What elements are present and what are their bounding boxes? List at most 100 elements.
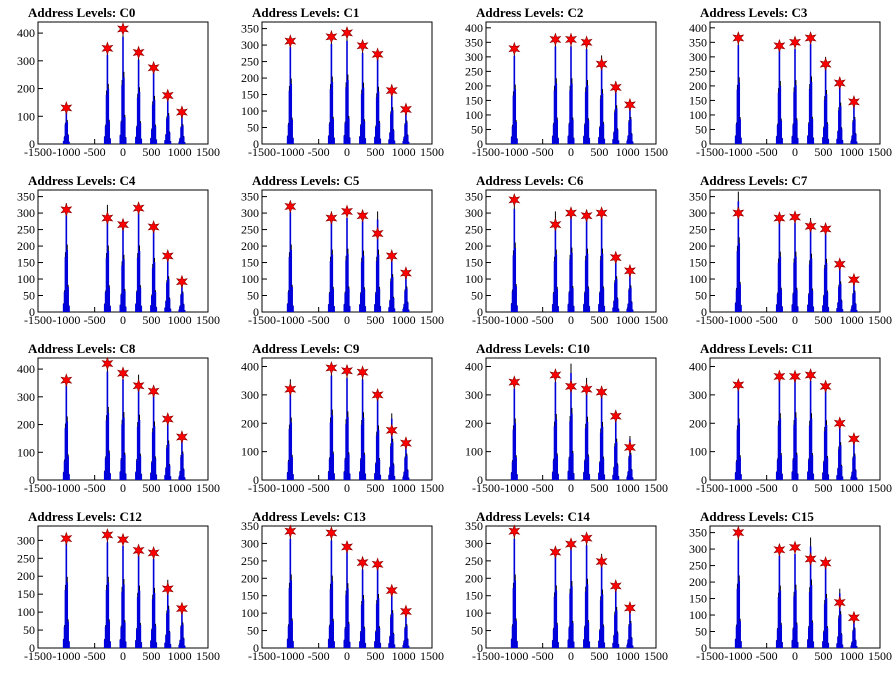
y-tick-label: 200 — [689, 416, 707, 430]
y-tick-label: 150 — [17, 256, 35, 270]
x-tick-label: 0 — [568, 481, 574, 495]
histogram-peak — [508, 41, 521, 144]
peak-marker-star — [60, 531, 73, 546]
peak-marker-star — [833, 257, 846, 272]
histogram-peak — [833, 588, 846, 648]
peak-marker-star — [623, 263, 636, 278]
peak-marker-star — [508, 375, 521, 390]
x-tick-label: -1500 — [24, 649, 52, 663]
y-tick-label: 100 — [241, 272, 259, 286]
chart-panel-13: Address Levels: C13 0 50 100 150 200 250 300 350… — [241, 509, 444, 663]
y-tick-label: 150 — [465, 93, 483, 107]
peak-marker-star — [325, 526, 338, 540]
histogram-peak — [565, 363, 577, 480]
y-tick-label: 200 — [465, 239, 483, 253]
histogram-peak — [580, 531, 593, 648]
x-tick-label: 500 — [590, 649, 608, 663]
chart-panel-14: Address Levels: C14 0 50 100 150 200 250 300 350… — [465, 509, 668, 663]
histogram-peak — [101, 356, 114, 480]
chart-title: Address Levels: C9 — [252, 341, 360, 356]
histogram-peak — [101, 204, 114, 312]
peak-marker-star — [161, 412, 174, 426]
peak-marker-star — [833, 595, 846, 610]
y-tick-label: 400 — [241, 360, 259, 374]
histogram-peak — [325, 211, 338, 312]
x-tick-label: -500 — [84, 313, 106, 327]
x-tick-label: -1000 — [52, 649, 80, 663]
histogram-peak — [161, 88, 174, 144]
y-tick-label: 250 — [689, 223, 707, 237]
y-tick-label: 50 — [471, 624, 483, 638]
x-tick-label: -1500 — [696, 649, 724, 663]
chart-title: Address Levels: C3 — [700, 5, 808, 20]
peak-marker-star — [60, 101, 73, 115]
y-tick-label: 0 — [477, 641, 483, 655]
x-tick-label: -500 — [532, 313, 554, 327]
x-tick-label: -1500 — [696, 481, 724, 495]
y-tick-label: 300 — [689, 206, 707, 220]
peak-marker-star — [847, 272, 860, 287]
y-tick-label: 100 — [17, 109, 35, 123]
peak-marker-star — [399, 102, 412, 117]
x-tick-label: 1000 — [616, 313, 640, 327]
histogram-peak — [147, 60, 160, 144]
y-tick-label: 100 — [17, 605, 35, 619]
y-tick-label: 350 — [17, 190, 35, 204]
x-tick-label: 1500 — [868, 649, 892, 663]
peak-marker-star — [117, 366, 129, 381]
x-tick-label: 0 — [568, 649, 574, 663]
x-tick-label: 500 — [366, 649, 384, 663]
x-tick-label: -500 — [532, 145, 554, 159]
peak-marker-star — [284, 199, 297, 214]
histogram-peak — [385, 83, 398, 144]
histogram-peak — [773, 38, 786, 144]
chart-panel-12: Address Levels: C12 0 50 100 150 200 250 300 -15… — [17, 509, 220, 663]
histogram-peak — [804, 218, 817, 312]
peak-marker-star — [732, 206, 745, 220]
chart-panel-9: Address Levels: C9 0 100 200 300 400 -1500 -100… — [241, 341, 444, 495]
histogram-peak — [580, 35, 593, 144]
peak-marker-star — [284, 382, 297, 397]
x-tick-label: -1500 — [472, 145, 500, 159]
peak-marker-star — [161, 88, 174, 103]
histogram-peak — [284, 524, 297, 648]
peak-marker-star — [549, 545, 562, 560]
histogram-peak — [549, 32, 562, 144]
peak-marker-star — [804, 31, 817, 45]
histogram-peak — [371, 211, 384, 312]
histogram-peak — [341, 25, 353, 144]
histogram-peak — [284, 379, 297, 480]
histogram-peak — [60, 373, 73, 480]
histogram-peak — [341, 363, 353, 480]
chart-title: Address Levels: C14 — [476, 509, 590, 524]
x-tick-label: -1000 — [500, 145, 528, 159]
histogram-peak — [161, 412, 174, 480]
x-tick-label: 1000 — [168, 481, 192, 495]
chart-panel-15: Address Levels: C15 0 50 100 150 200 250 300 350… — [689, 509, 892, 663]
peak-marker-star — [325, 211, 338, 225]
y-tick-label: 200 — [241, 71, 259, 85]
histogram-peak — [147, 384, 160, 480]
chart-title: Address Levels: C7 — [700, 173, 808, 188]
peak-marker-star — [773, 369, 786, 384]
y-tick-label: 200 — [17, 239, 35, 253]
chart-title: Address Levels: C0 — [28, 5, 135, 20]
y-tick-label: 0 — [29, 305, 35, 319]
peak-marker-star — [623, 440, 636, 455]
chart-title: Address Levels: C10 — [476, 341, 590, 356]
y-tick-label: 0 — [701, 641, 707, 655]
peak-marker-star — [804, 219, 817, 234]
peak-marker-star — [819, 57, 832, 72]
x-tick-label: 1500 — [196, 145, 220, 159]
y-tick-label: 150 — [465, 256, 483, 270]
y-tick-label: 300 — [689, 388, 707, 402]
histogram-peak — [565, 537, 577, 648]
x-tick-label: 500 — [366, 481, 384, 495]
x-tick-label: 0 — [344, 313, 350, 327]
x-tick-label: 1500 — [868, 481, 892, 495]
x-tick-label: 0 — [120, 313, 126, 327]
x-tick-label: 1000 — [392, 481, 416, 495]
histogram-peak — [101, 528, 114, 648]
x-tick-label: 0 — [792, 649, 798, 663]
y-tick-label: 200 — [241, 571, 259, 585]
